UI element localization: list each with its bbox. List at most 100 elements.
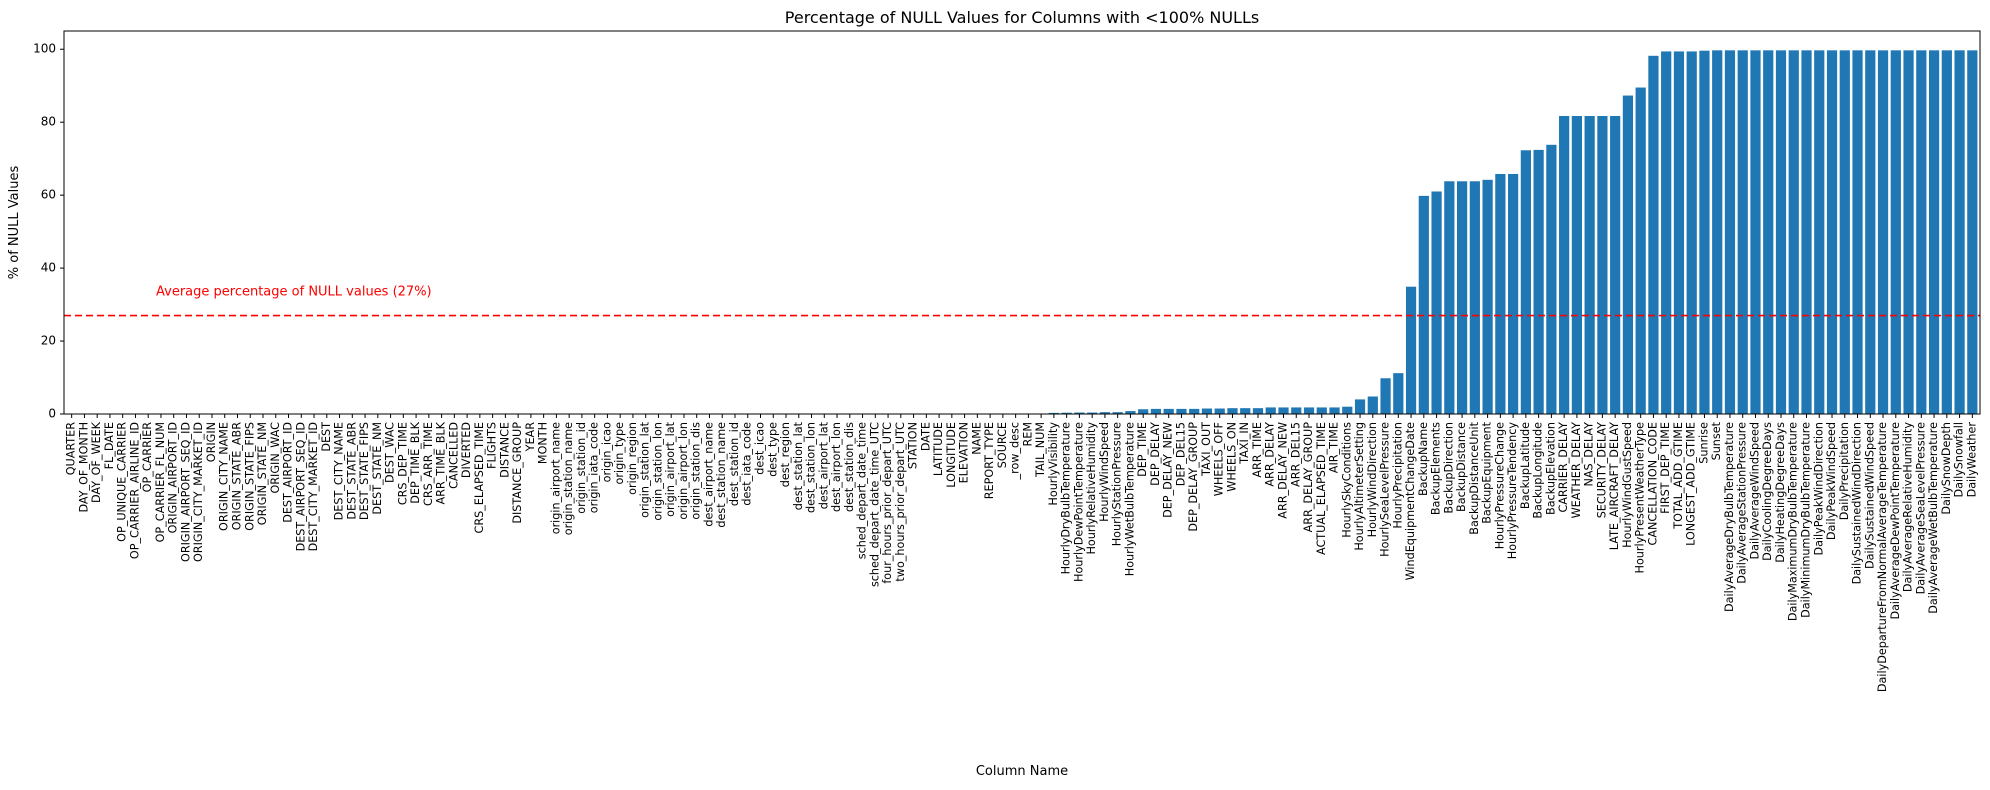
x-tick-label: TAXI_IN — [1238, 422, 1251, 465]
bar — [1354, 399, 1366, 414]
bar — [1903, 50, 1914, 414]
x-tick-label: DailySnowfall — [1953, 422, 1966, 498]
x-tick-label: dest_airport_name — [702, 422, 715, 527]
x-tick-label: TOTAL_ADD_GTIME — [1672, 422, 1685, 530]
x-tick-label: BackupDistance — [1455, 422, 1468, 512]
chart-title: Percentage of NULL Values for Columns wi… — [785, 8, 1259, 27]
x-tick-label: four_hours_prior_depart_UTC — [881, 422, 894, 584]
x-tick-label: WHEELS_ON — [1225, 422, 1238, 492]
x-tick-label: QUARTER — [65, 422, 78, 476]
x-tick-label: BackupElevation — [1544, 422, 1557, 515]
x-tick-label: CRS_ELAPSED_TIME — [473, 422, 486, 533]
x-tick-label: DailyAverageWetBulbTemperature — [1927, 422, 1940, 614]
x-tick-label: FLIGHTS — [486, 422, 499, 469]
bar — [1265, 407, 1276, 414]
bar — [1112, 412, 1123, 414]
x-tick-label: ARR_TIME_BLK — [435, 421, 448, 504]
bar — [1138, 409, 1149, 414]
y-axis-label: % of NULL Values — [7, 166, 22, 280]
x-tick-label: ARR_DEL15 — [1289, 422, 1302, 487]
bar — [1801, 50, 1812, 414]
x-tick-label: BackupName — [1417, 422, 1430, 496]
x-tick-label: DISTANCE — [498, 422, 511, 478]
bar — [1316, 407, 1327, 414]
x-tick-label: dest_airport_lon — [830, 422, 843, 512]
x-tick-label: ORIGIN_STATE_NM — [256, 422, 269, 525]
x-tick-label: dest_type — [766, 422, 779, 477]
y-tick-label: 80 — [41, 115, 56, 129]
x-tick-label: HourlySkyConditions — [1340, 422, 1353, 538]
x-tick-label: DEST_STATE_NM — [371, 422, 384, 515]
x-tick-label: DailySnowDepth — [1940, 422, 1953, 515]
bar — [1189, 408, 1200, 414]
bar — [1699, 50, 1710, 414]
x-tick-label: DEST — [320, 422, 333, 452]
x-tick-label: ARR_TIME — [1251, 422, 1264, 478]
x-tick-label: SOURCE — [996, 422, 1009, 468]
bar — [1941, 50, 1952, 414]
bar — [1763, 50, 1774, 414]
x-tick-label: CARRIER_DELAY — [1557, 422, 1570, 513]
x-tick-label: WEATHER_DELAY — [1570, 422, 1583, 519]
plot-frame — [63, 30, 1981, 415]
x-tick-label: sched_depart_date_time — [856, 422, 869, 559]
x-tick-label: REPORT_TYPE — [983, 422, 996, 499]
bar — [1508, 173, 1519, 414]
bar — [1877, 50, 1889, 414]
x-tick-label: HourlyRelativeHumidity — [1085, 422, 1098, 555]
bar — [1329, 407, 1340, 414]
x-tick-label: OP_CARRIER_FL_NUM — [154, 422, 167, 542]
bar — [1954, 50, 1965, 414]
x-tick-label: DailyAverageWindSpeed — [1748, 422, 1761, 559]
average-reference-label: Average percentage of NULL values (27%) — [156, 285, 432, 300]
x-tick-label: LATE_AIRCRAFT_DELAY — [1608, 422, 1621, 550]
x-tick-label: HourlyPrecipitation — [1391, 422, 1404, 529]
bar — [1916, 50, 1927, 414]
bar — [1405, 286, 1417, 414]
x-tick-label: REM — [1021, 422, 1034, 447]
x-tick-label: DailyAverageStationPressure — [1736, 422, 1749, 584]
x-tick-label: BackupDirection — [1442, 422, 1455, 514]
x-tick-label: DailyPeakWindDirection — [1812, 422, 1825, 556]
bar — [1393, 373, 1404, 414]
x-tick-label: ELEVATION — [958, 422, 971, 483]
x-tick-label: DEP_DEL15 — [1174, 422, 1187, 486]
x-tick-label: DailyPrecipitation — [1838, 422, 1851, 520]
x-tick-label: ORIGIN_WAC — [269, 422, 282, 494]
bar — [1456, 181, 1468, 414]
x-tick-label: OP_UNIQUE_CARRIER — [116, 422, 129, 542]
x-tick-label: HourlyDewPointTemperature — [1072, 422, 1085, 582]
bar — [1826, 50, 1838, 414]
x-tick-label: origin_airport_lat — [664, 421, 677, 516]
x-tick-label: HourlyWetBulbTemperature — [1123, 422, 1136, 576]
bar — [1750, 50, 1761, 414]
bar — [1559, 115, 1570, 414]
bar — [1890, 50, 1901, 414]
x-tick-label: dest_station_dis — [843, 422, 856, 512]
x-tick-label: HourlyAltimeterSetting — [1353, 422, 1366, 551]
x-tick-label: HourlyStationPressure — [1111, 422, 1124, 546]
bar — [1839, 50, 1850, 414]
x-tick-label: CRS_DEP_TIME — [396, 422, 409, 505]
bar — [1597, 115, 1608, 414]
x-tick-label: DailyMinimumDryBulbTemperature — [1800, 422, 1813, 618]
x-tick-label: DailySustainedWindDirection — [1851, 422, 1864, 584]
x-tick-label: ORIGIN_CITY_NAME — [218, 422, 231, 531]
x-tick-label: FL_DATE — [103, 422, 116, 469]
x-tick-label: Sunrise — [1697, 422, 1710, 464]
x-tick-label: WHEELS_OFF — [1213, 422, 1226, 496]
bar — [1074, 412, 1085, 414]
bar — [1724, 50, 1736, 414]
x-tick-label: ORIGIN — [205, 422, 218, 462]
x-tick-label: BackupElements — [1430, 422, 1443, 515]
x-tick-label: TAIL_NUM — [1034, 422, 1047, 478]
x-tick-label: ORIGIN_CITY_MARKET_ID — [192, 422, 205, 562]
bar — [1444, 181, 1455, 414]
x-tick-label: origin_station_dis — [690, 422, 703, 520]
x-tick-label: CANCELLATION_CODE — [1646, 422, 1659, 545]
bar — [1712, 50, 1723, 414]
x-tick-label: DEST_AIRPORT_ID — [282, 422, 295, 523]
x-tick-label: DEST_AIRPORT_SEQ_ID — [294, 422, 307, 551]
x-tick-label: DATE — [919, 422, 932, 451]
x-tick-label: DailyCoolingDegreeDays — [1761, 422, 1774, 561]
